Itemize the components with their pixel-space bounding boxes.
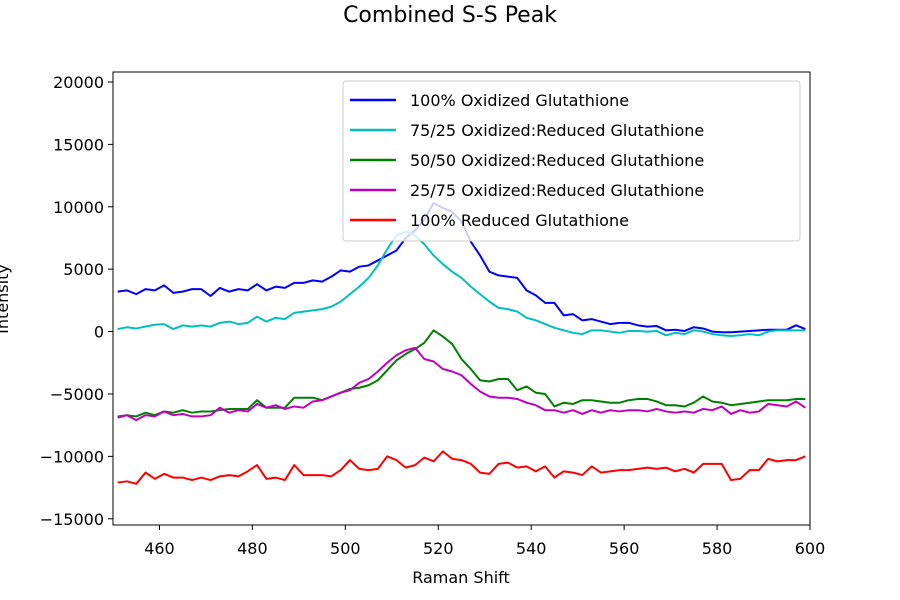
y-tick-label: −5000: [50, 385, 104, 404]
y-tick-label: 10000: [53, 198, 104, 217]
legend-items: 100% Oxidized Glutathione 75/25 Oxidized:…: [350, 91, 704, 230]
y-tick-label: −10000: [40, 447, 104, 466]
y-tick-label: 5000: [63, 260, 104, 279]
legend-box: [342, 80, 801, 242]
series-line-4: [117, 346, 806, 422]
x-axis-title: Raman Shift: [412, 568, 510, 587]
ticks-layer: 460 480 500 520 540 560 580 600 −15000 −10000 −500…: [40, 73, 826, 558]
x-tick-label: 580: [702, 539, 733, 558]
series-line-3: [117, 329, 806, 418]
y-tick-label: 15000: [53, 135, 104, 154]
plot-frame: [112, 71, 811, 526]
x-tick-label: 540: [516, 539, 547, 558]
y-tick-label: 0: [94, 323, 104, 342]
x-tick-label: 600: [795, 539, 826, 558]
series-line-5: [117, 450, 806, 485]
legend: 100% Oxidized Glutathione 75/25 Oxidized:…: [342, 80, 801, 242]
legend-label-3: 50/50 Oxidized:Reduced Glutathione: [410, 151, 704, 170]
y-axis-title: Intensity: [0, 264, 12, 334]
legend-label-5: 100% Reduced Glutathione: [410, 211, 629, 230]
x-tick-label: 500: [330, 539, 361, 558]
series-line-2: [117, 230, 806, 337]
legend-label-1: 100% Oxidized Glutathione: [410, 91, 629, 110]
x-tick-label: 460: [144, 539, 175, 558]
x-tick-label: 560: [609, 539, 640, 558]
chart-title: Combined S-S Peak: [343, 3, 557, 28]
series-layer: [117, 202, 806, 485]
legend-label-4: 25/75 Oxidized:Reduced Glutathione: [410, 181, 704, 200]
legend-label-2: 75/25 Oxidized:Reduced Glutathione: [410, 121, 704, 140]
x-tick-label: 480: [237, 539, 268, 558]
y-tick-label: −15000: [40, 510, 104, 529]
x-tick-label: 520: [423, 539, 454, 558]
y-tick-label: 20000: [53, 73, 104, 92]
